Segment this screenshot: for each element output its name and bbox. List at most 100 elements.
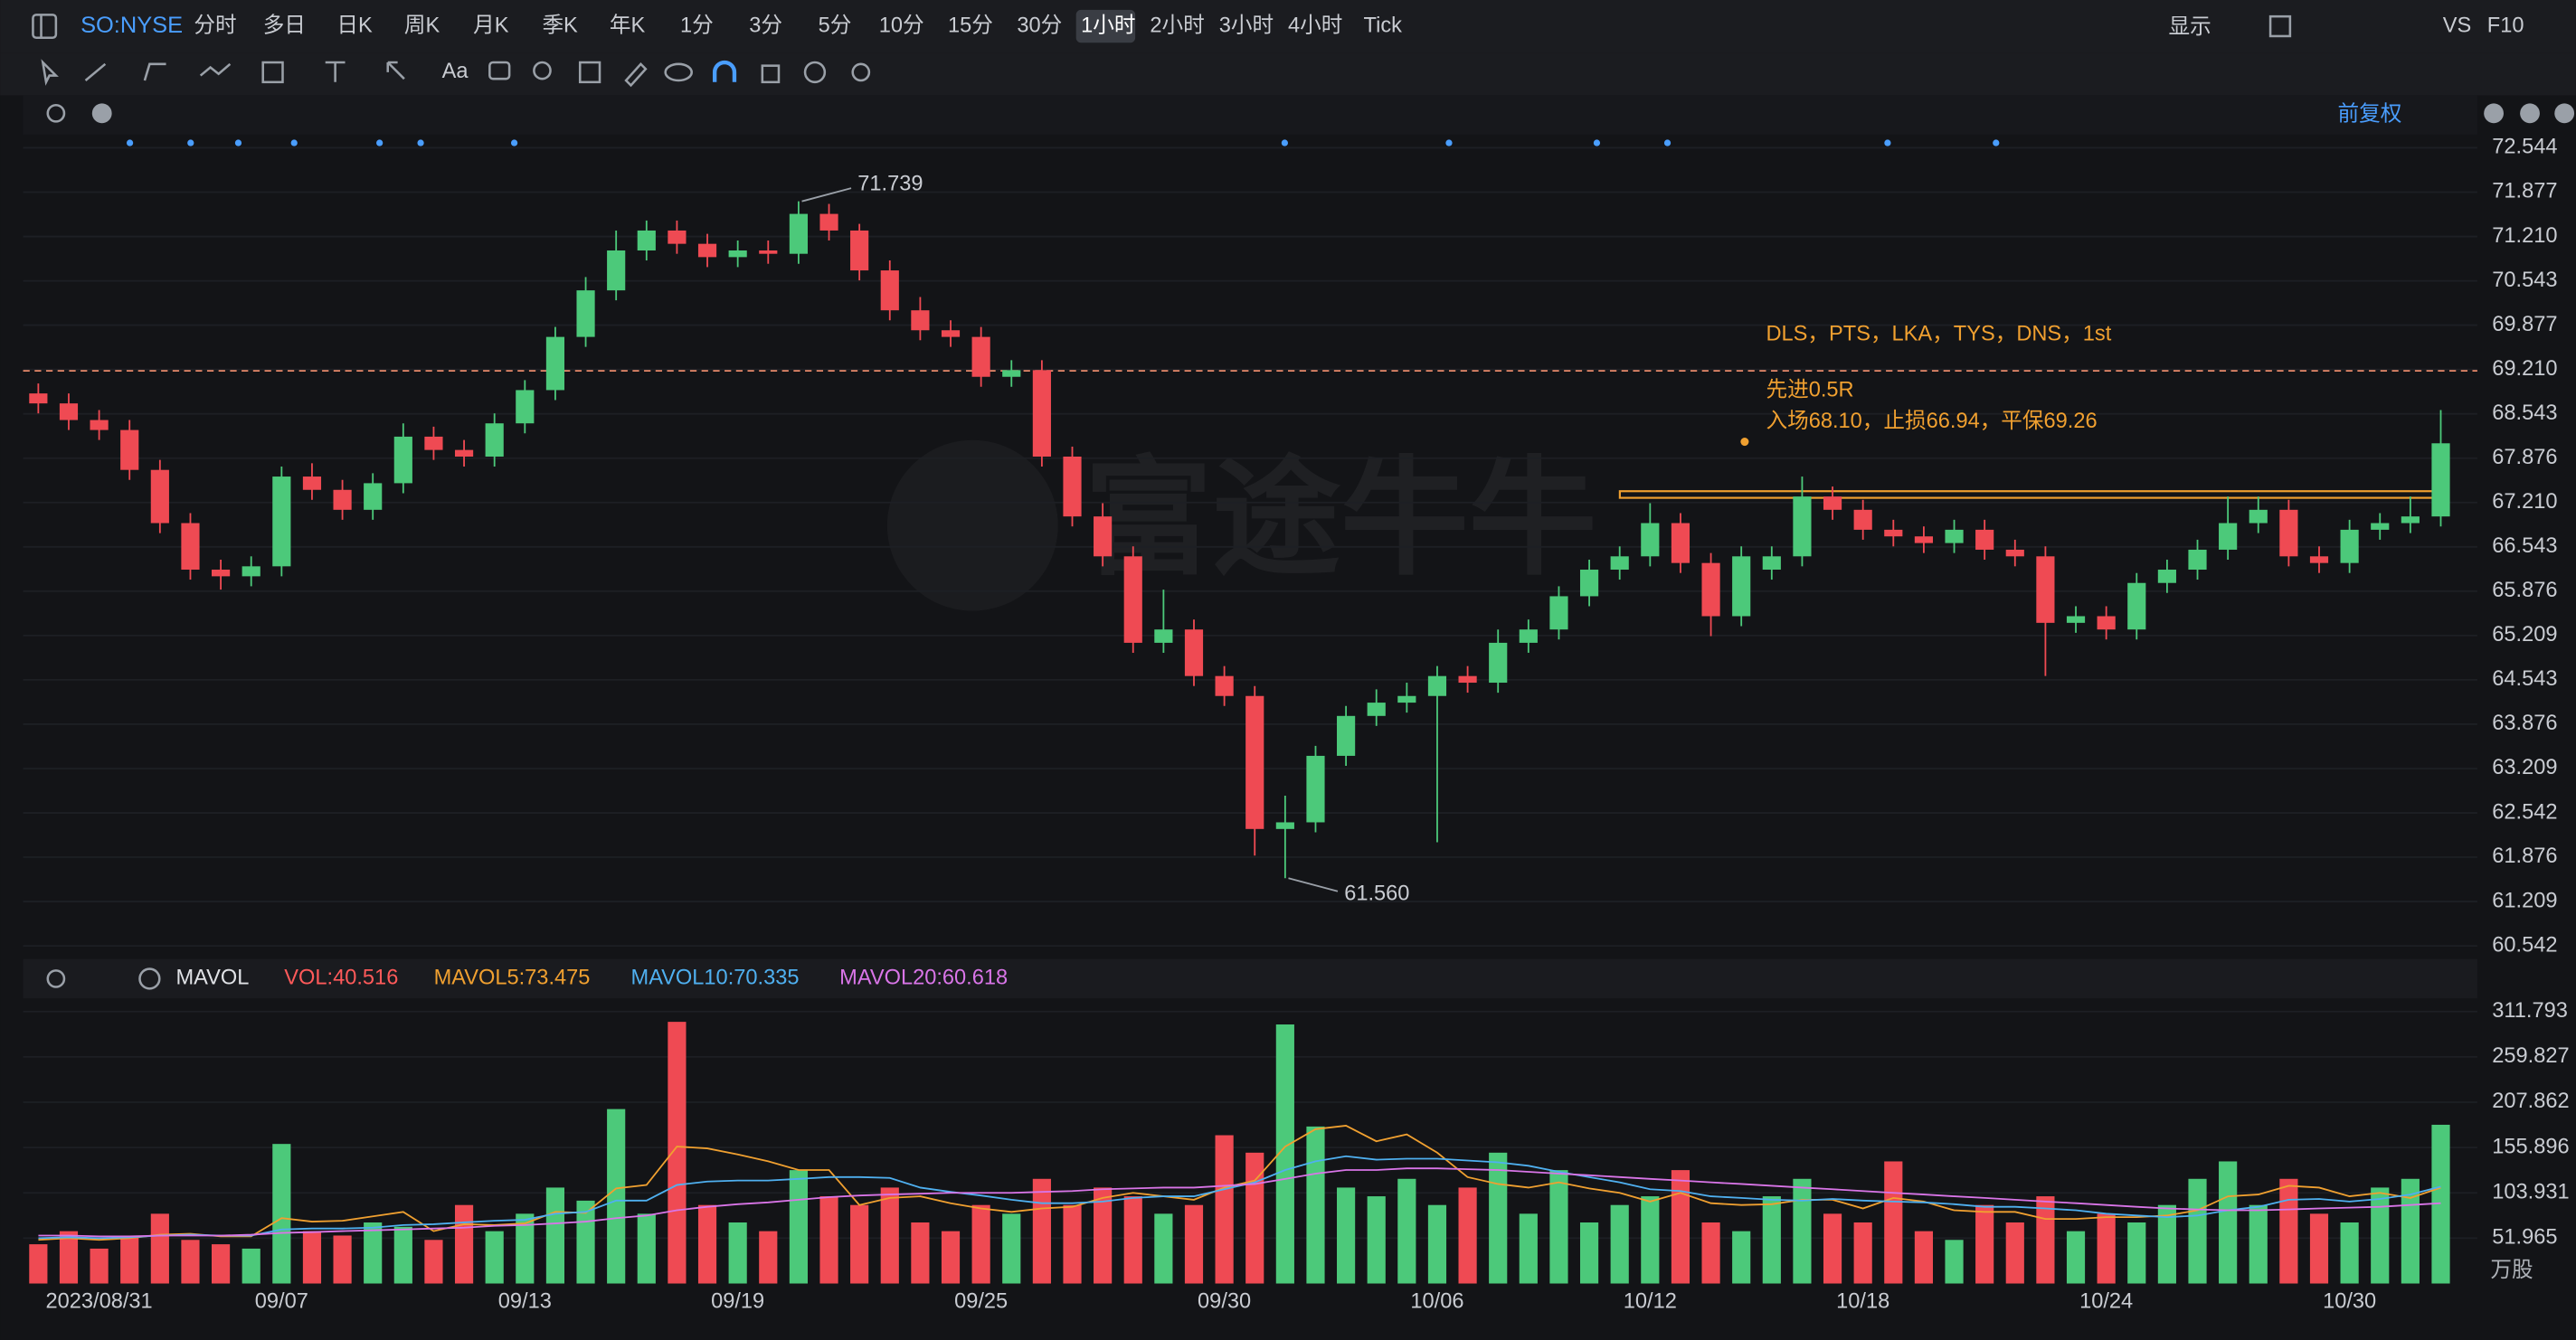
candle-body: [2371, 523, 2390, 530]
event-markers: [126, 139, 2000, 146]
vs-button[interactable]: VS: [2443, 14, 2472, 37]
candle-body: [971, 336, 990, 377]
cursor-tool[interactable]: [41, 59, 59, 86]
visibility-tool[interactable]: [664, 62, 693, 82]
zoom-in[interactable]: [2554, 103, 2575, 124]
delete-tool[interactable]: [761, 64, 781, 84]
candle-body: [2340, 529, 2359, 563]
period-button[interactable]: 4小时: [1288, 13, 1342, 37]
y-tick-label: 69.877: [2492, 313, 2557, 336]
candle-body: [880, 270, 899, 311]
event-marker[interactable]: [1281, 139, 1288, 146]
zoom-out[interactable]: [2484, 103, 2504, 124]
event-marker[interactable]: [290, 139, 298, 146]
candle-body: [2219, 523, 2238, 550]
y-tick-label: 207.862: [2492, 1090, 2569, 1113]
period-button[interactable]: 多日: [263, 13, 306, 37]
trade-note: DLS，PTS，LKA，TYS，DNS，1st: [1766, 323, 2112, 346]
magnet-tool[interactable]: [578, 61, 601, 84]
magnet-lock[interactable]: [712, 60, 737, 82]
volume-bar: [150, 1213, 169, 1284]
volume-bar: [2219, 1161, 2238, 1284]
f10-button[interactable]: F10: [2487, 14, 2524, 37]
layout-button[interactable]: [2268, 14, 2292, 38]
event-marker[interactable]: [1993, 139, 2000, 146]
volume-bar: [1914, 1231, 1934, 1284]
adjust-menu[interactable]: 前复权: [2338, 101, 2402, 126]
period-button[interactable]: 1分: [680, 13, 714, 37]
display-menu[interactable]: 显示: [2168, 15, 2211, 39]
event-marker[interactable]: [234, 139, 242, 146]
volume-bar: [393, 1226, 412, 1284]
event-marker[interactable]: [1884, 139, 1891, 146]
sync-tool[interactable]: [803, 61, 827, 84]
indicator-close[interactable]: [138, 967, 161, 990]
period-button[interactable]: 日K: [336, 14, 373, 37]
event-marker[interactable]: [1593, 139, 1601, 146]
channel-tool[interactable]: [143, 62, 166, 81]
period-button[interactable]: 3分: [749, 13, 782, 37]
candle-body: [1458, 675, 1477, 684]
indicator-settings[interactable]: [46, 969, 66, 988]
volume-bar: [333, 1235, 352, 1284]
indicator-name[interactable]: MAVOL: [175, 967, 249, 990]
event-marker[interactable]: [376, 139, 384, 146]
candle-body: [1154, 629, 1173, 643]
event-marker[interactable]: [187, 139, 194, 146]
volume-bar: [1793, 1178, 1812, 1284]
volume-bar: [1032, 1178, 1051, 1284]
event-marker[interactable]: [1445, 139, 1453, 146]
period-button[interactable]: 分时: [194, 13, 236, 37]
chart-toggle[interactable]: [91, 103, 112, 124]
period-button[interactable]: 年K: [610, 13, 646, 37]
period-button[interactable]: 月K: [473, 14, 509, 37]
measure-tool[interactable]: [325, 61, 346, 82]
period-button[interactable]: 1小时: [1081, 13, 1135, 37]
zoom-tool[interactable]: [533, 61, 552, 80]
candle-body: [1306, 755, 1325, 823]
volume-bar: [2249, 1204, 2268, 1284]
sidebar-toggle[interactable]: [32, 14, 58, 40]
fib-tool[interactable]: [261, 61, 284, 84]
candle-body: [1427, 675, 1447, 696]
event-marker[interactable]: [510, 139, 518, 146]
settings-tool[interactable]: [851, 62, 871, 82]
y-tick-label: 68.543: [2492, 401, 2557, 425]
line-tool[interactable]: [84, 62, 107, 81]
volume-bar: [516, 1213, 535, 1284]
volume-bar: [1245, 1152, 1264, 1284]
period-button[interactable]: 3小时: [1219, 13, 1274, 37]
event-marker[interactable]: [1663, 139, 1672, 146]
volume-bar: [697, 1204, 717, 1284]
period-button[interactable]: 30分: [1017, 13, 1062, 37]
legend-entry[interactable]: VOL:40.516: [284, 967, 398, 990]
zoom-reset[interactable]: [2520, 103, 2540, 124]
volume-bar: [1732, 1231, 1751, 1284]
period-button[interactable]: 季K: [542, 13, 578, 37]
text-tool[interactable]: Aa: [442, 60, 469, 83]
candle-body: [759, 250, 778, 254]
volume-bar: [2340, 1222, 2359, 1284]
period-button[interactable]: 2小时: [1150, 13, 1204, 37]
symbol[interactable]: SO:NYSE: [80, 13, 183, 38]
period-button[interactable]: 周K: [404, 14, 440, 37]
candle-body: [1549, 596, 1568, 630]
period-button[interactable]: 10分: [879, 13, 924, 37]
event-marker[interactable]: [126, 139, 134, 146]
comment-tool[interactable]: [488, 61, 511, 80]
arrow-tool[interactable]: [386, 61, 405, 80]
brush-tool[interactable]: [624, 61, 648, 88]
legend-entry[interactable]: MAVOL5:73.475: [434, 967, 591, 990]
period-button[interactable]: 5分: [819, 13, 852, 37]
candle-body: [272, 477, 291, 567]
period-button[interactable]: Tick: [1364, 14, 1403, 37]
legend-entry[interactable]: MAVOL20:60.618: [839, 967, 1008, 990]
wave-tool[interactable]: [199, 62, 232, 77]
candle-body: [29, 393, 48, 404]
x-tick-label: 10/12: [1624, 1289, 1677, 1313]
chart-settings[interactable]: [46, 103, 66, 123]
x-tick-label: 10/06: [1410, 1289, 1463, 1313]
period-button[interactable]: 15分: [948, 13, 993, 37]
legend-entry[interactable]: MAVOL10:70.335: [631, 967, 800, 990]
event-marker[interactable]: [417, 139, 424, 146]
